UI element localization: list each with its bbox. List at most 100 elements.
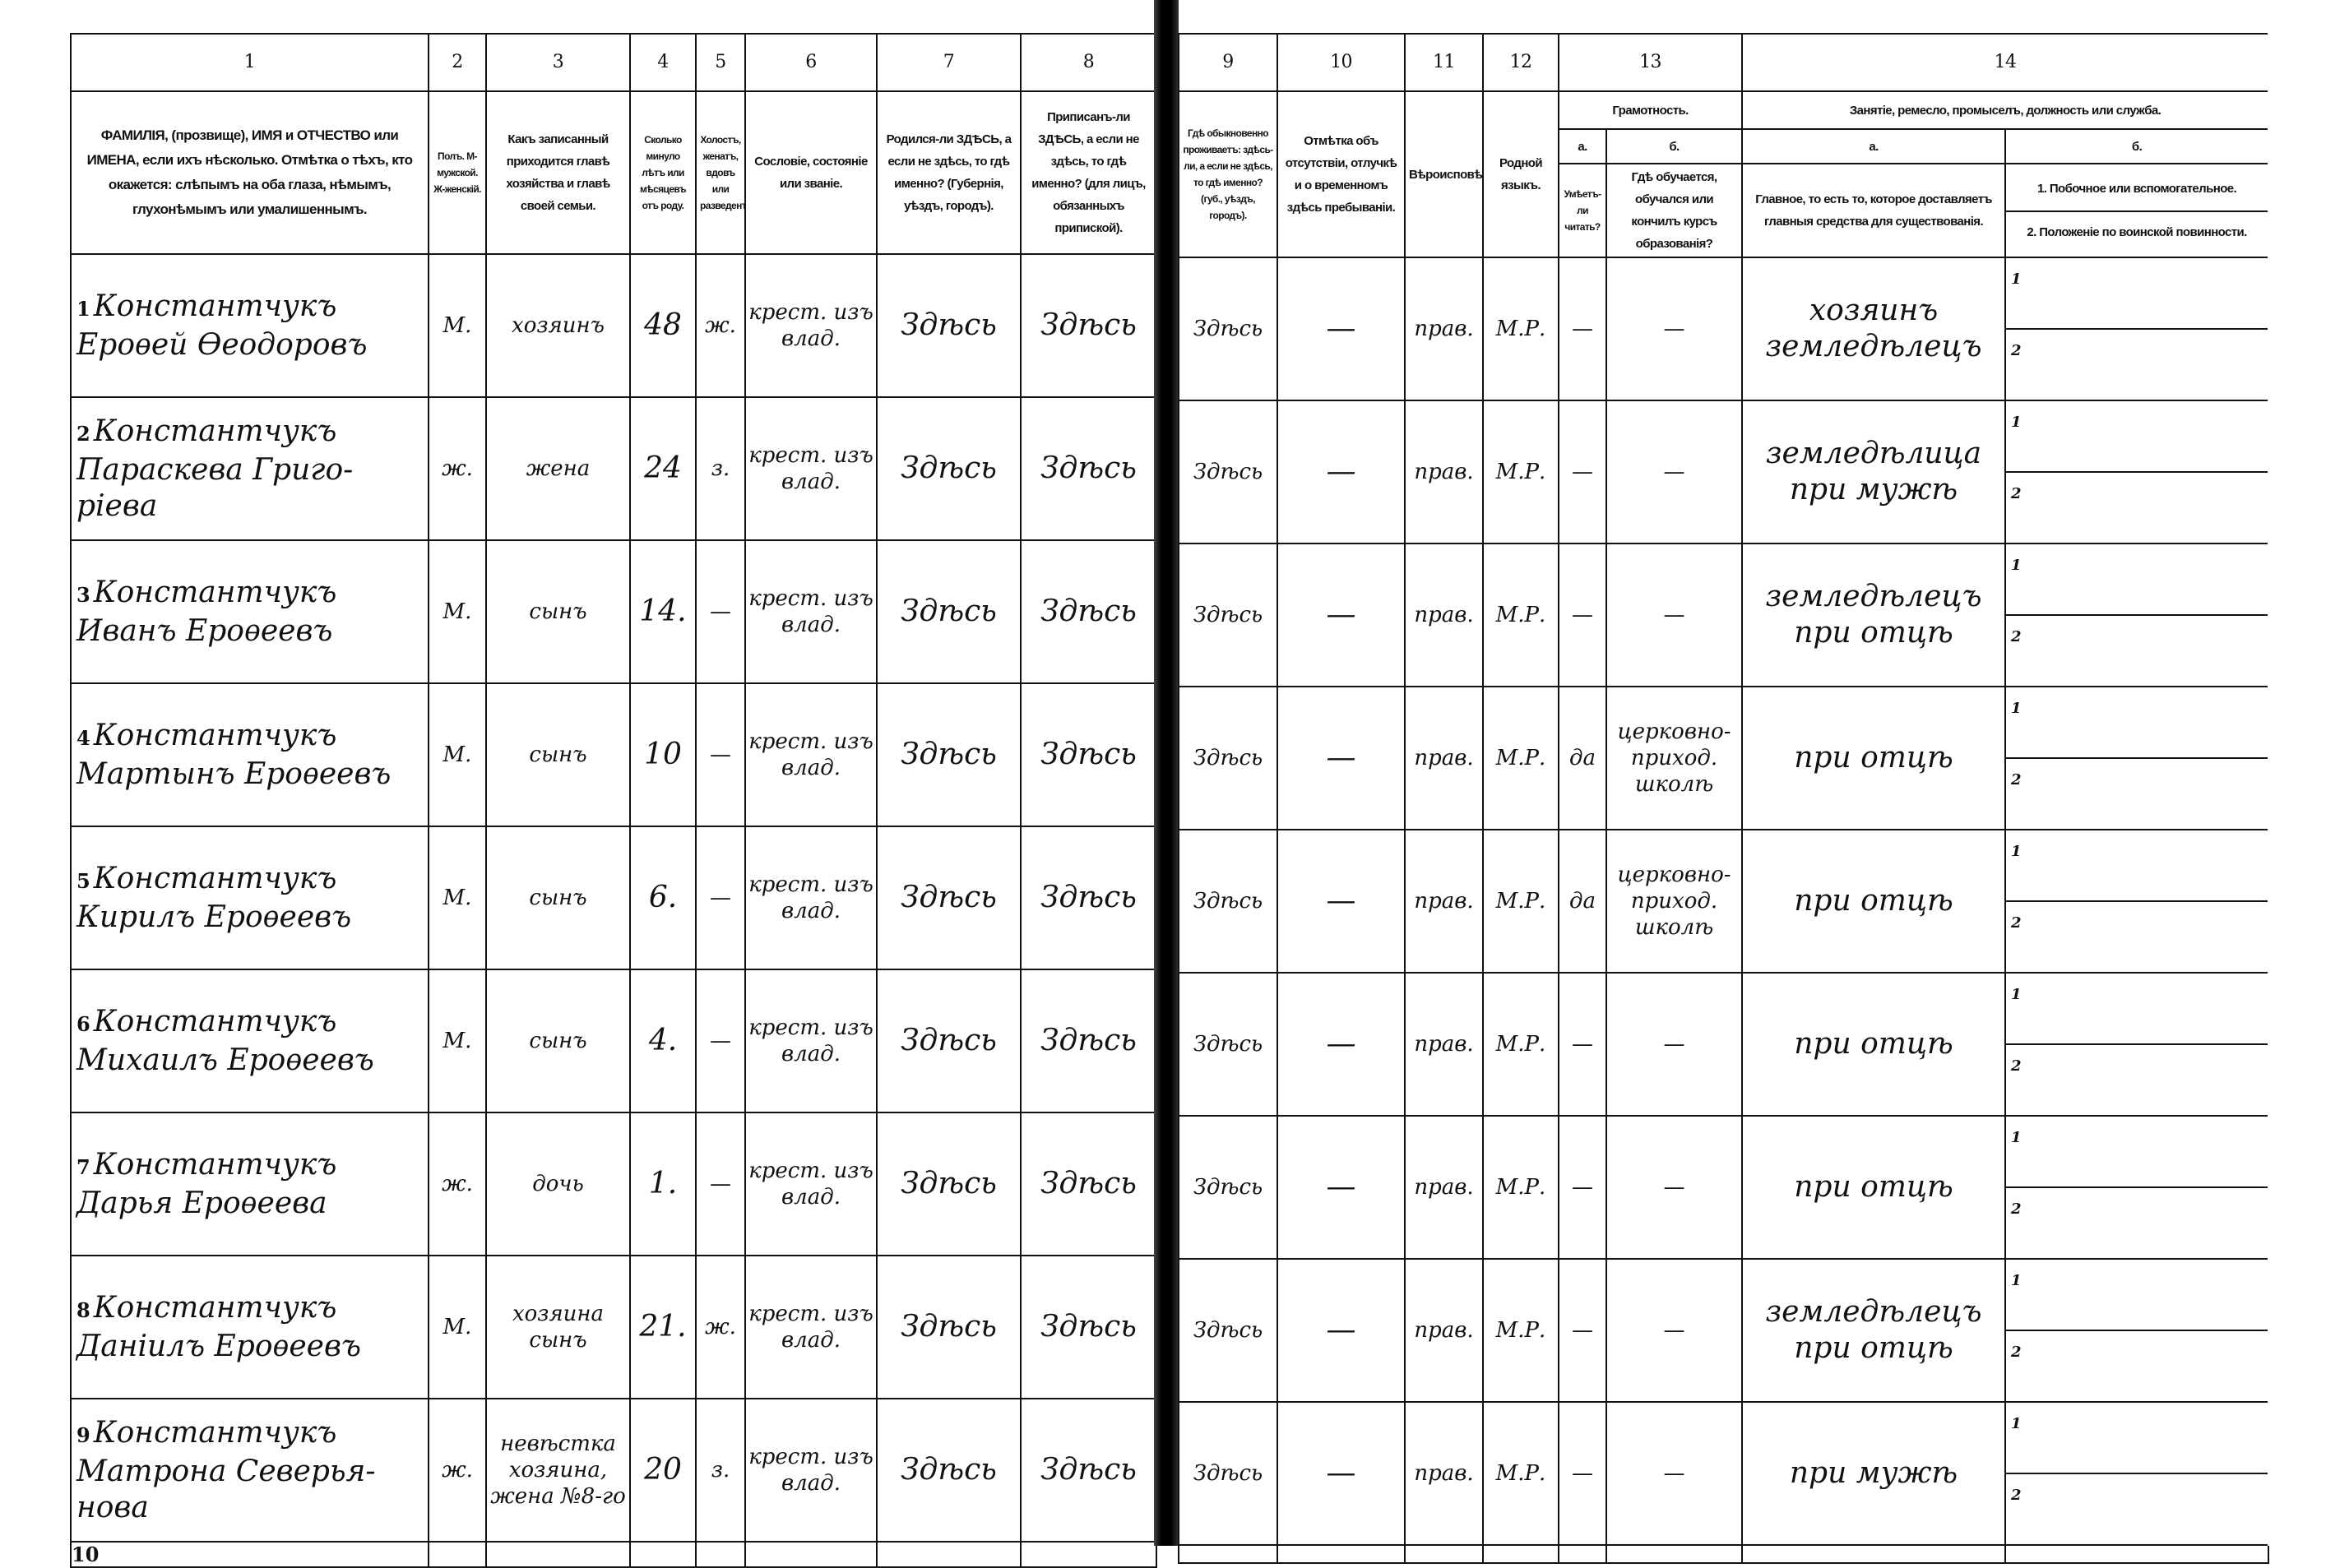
subrow-number: 2 <box>2011 342 2022 359</box>
education-cell: — <box>1605 1258 1744 1403</box>
literacy-cell: — <box>1558 1258 1607 1403</box>
table-row: 3 Константчукъ Иванъ Ероѳеевъ М. сынъ 14. — кр… <box>70 539 1157 684</box>
census-table-left: 1 2 3 4 5 6 7 8 ФАМИЛІЯ, (прозвище), ИМЯ… <box>70 33 1157 1568</box>
header-marital: Холостъ, женатъ, вдовъ или разведенъ. <box>695 90 746 255</box>
column-number: 1 <box>70 33 429 92</box>
person-name: Константчукъ Даніилъ Ероѳеевъ <box>76 1290 361 1363</box>
header-secondary: 1. Побочное или вспомогательное. 2. Поло… <box>2004 163 2270 258</box>
subrow-number: 2 <box>2011 485 2022 502</box>
table-row: 5 Константчукъ Кирилъ Ероѳеевъ М. сынъ 6. — кр… <box>70 826 1157 970</box>
header-religion: Вѣроисповѣданіе. <box>1404 90 1484 258</box>
column-number: 5 <box>695 33 746 92</box>
column-number: 11 <box>1404 33 1484 92</box>
education-cell: — <box>1605 543 1744 687</box>
name-cell: 3 Константчукъ Иванъ Ероѳеевъ <box>70 539 429 684</box>
language-cell: М.Р. <box>1482 829 1559 974</box>
person-name: Константчукъ Дарья Ероѳеева <box>76 1147 337 1220</box>
subrow-number: 1 <box>2011 414 2022 431</box>
subrow-number: 2 <box>2011 1344 2022 1361</box>
person-name: Константчукъ Мартынъ Ероѳеевъ <box>76 718 392 791</box>
relation-cell: сынъ <box>485 826 631 970</box>
header-language: Родной языкъ. <box>1482 90 1559 258</box>
estate-cell: крест. изъ влад. <box>744 396 878 541</box>
sex-cell: ж. <box>428 1112 487 1256</box>
birthplace-cell: Здѣсь <box>876 1112 1022 1256</box>
marital-cell: — <box>695 1112 746 1256</box>
registration-cell: Здѣсь <box>1020 826 1157 970</box>
secondary-subrow: 1 <box>2007 1404 2268 1474</box>
column-number: 10 <box>1277 33 1406 92</box>
occupation-cell: хозяинъ земледѣлецъ <box>1741 257 2007 401</box>
person-name: Константчукъ Кирилъ Ероѳеевъ <box>76 861 352 934</box>
sex-cell: М. <box>428 1255 487 1399</box>
empty-cell <box>1741 1544 2007 1564</box>
birthplace-cell: Здѣсь <box>876 396 1022 541</box>
header-occupation: Занятіе, ремесло, промыселъ, должность и… <box>1741 90 2270 130</box>
left-page: 1 2 3 4 5 6 7 8 ФАМИЛІЯ, (прозвище), ИМЯ… <box>70 33 1157 1568</box>
sex-cell: М. <box>428 969 487 1113</box>
book-spine <box>1154 0 1179 1546</box>
registration-cell: Здѣсь <box>1020 396 1157 541</box>
occupation-cell: земледѣлица при мужѣ <box>1741 400 2007 544</box>
table-row: Здѣсь — прав. М.Р. — — при отцѣ 1 2 <box>1178 972 2270 1117</box>
birthplace-cell: Здѣсь <box>876 539 1022 684</box>
absence-cell: — <box>1277 829 1406 974</box>
literacy-cell: да <box>1558 686 1607 830</box>
estate-cell: крест. изъ влад. <box>744 969 878 1113</box>
row-number: 7 <box>76 1154 90 1179</box>
name-cell: 6 Константчукъ Михаилъ Ероѳеевъ <box>70 969 429 1113</box>
column-number: 14 <box>1741 33 2270 92</box>
age-cell: 20 <box>629 1398 697 1543</box>
occupation-cell: при отцѣ <box>1741 686 2007 830</box>
education-cell: — <box>1605 1115 1744 1260</box>
table-row: 8 Константчукъ Даніилъ Ероѳеевъ М. хозяина … <box>70 1255 1157 1399</box>
literacy-cell: да <box>1558 829 1607 974</box>
subrow-number: 2 <box>2011 1200 2022 1218</box>
language-cell: М.Р. <box>1482 1401 1559 1546</box>
secondary-subrow: 1 <box>2007 974 2268 1045</box>
row-number: 10 <box>72 1543 100 1566</box>
estate-cell: крест. изъ влад. <box>744 1398 878 1543</box>
table-row: 9 Константчукъ Матрона Северья-нова ж. невѣ… <box>70 1398 1157 1543</box>
table-row: Здѣсь — прав. М.Р. да церковно-приход. школѣ п… <box>1178 686 2270 830</box>
residence-cell: Здѣсь <box>1178 1401 1278 1546</box>
relation-cell: хозяинъ <box>485 253 631 398</box>
occupation-cell: земледѣлецъ при отцѣ <box>1741 1258 2007 1403</box>
religion-cell: прав. <box>1404 1115 1484 1260</box>
table-row: Здѣсь — прав. М.Р. — — хозяинъ земледѣлецъ 1 2 <box>1178 257 2270 401</box>
table-row <box>1178 1544 2270 1564</box>
registration-cell: Здѣсь <box>1020 1255 1157 1399</box>
religion-cell: прав. <box>1404 829 1484 974</box>
language-cell: М.Р. <box>1482 400 1559 544</box>
occupation-cell: при отцѣ <box>1741 1115 2007 1260</box>
empty-cell <box>1605 1544 1744 1564</box>
header-main-occupation: Главное, то есть то, которое доставляетъ… <box>1741 163 2007 258</box>
subrow-number: 1 <box>2011 271 2022 288</box>
header-literacy: Грамотность. <box>1557 90 1744 130</box>
religion-cell: прав. <box>1404 543 1484 687</box>
empty-cell <box>1404 1544 1484 1564</box>
column-number: 12 <box>1482 33 1559 92</box>
estate-cell: крест. изъ влад. <box>744 539 878 684</box>
marital-cell: — <box>695 682 746 827</box>
sex-cell: М. <box>428 253 487 398</box>
birthplace-cell: Здѣсь <box>876 682 1022 827</box>
literacy-cell: — <box>1558 400 1607 544</box>
column-number: 3 <box>485 33 631 92</box>
registration-cell: Здѣсь <box>1020 1398 1157 1543</box>
table-row: 1 Константчукъ Ероѳей Ѳеодоровъ М. хозяинъ 4… <box>70 253 1157 398</box>
table-row: Здѣсь — прав. М.Р. — — земледѣлецъ при отцѣ 1 2 <box>1178 1258 2270 1403</box>
education-cell: — <box>1605 257 1744 401</box>
header-absence: Отмѣтка объ отсутствіи, отлучкѣ и о врем… <box>1277 90 1406 258</box>
literacy-cell: — <box>1558 543 1607 687</box>
age-cell: 4. <box>629 969 697 1113</box>
residence-cell: Здѣсь <box>1178 400 1278 544</box>
secondary-subrow: 1 <box>2007 831 2268 902</box>
relation-cell: сынъ <box>485 969 631 1113</box>
residence-cell: Здѣсь <box>1178 1258 1278 1403</box>
occupation-cell: при мужѣ <box>1741 1401 2007 1546</box>
table-row: Здѣсь — прав. М.Р. — — земледѣлица при мужѣ 1 2 <box>1178 400 2270 544</box>
secondary-subrow: 1 <box>2007 402 2268 473</box>
